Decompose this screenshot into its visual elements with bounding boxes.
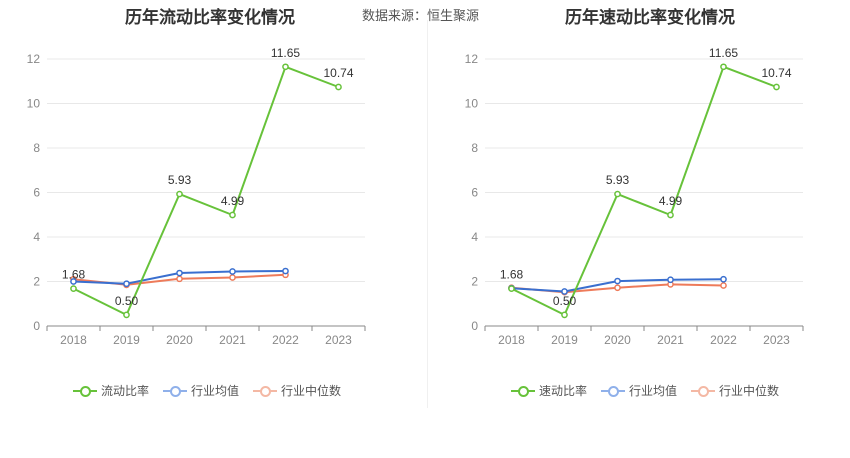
data-point-industry-avg [70,278,77,285]
legend-item-industry-median[interactable]: 行业中位数 [253,382,341,399]
series-line-company [511,65,777,316]
x-tick-label: 2021 [219,333,246,347]
data-point-industry-avg [561,288,568,295]
data-label: 10.74 [761,66,791,80]
data-label: 1.68 [62,268,86,282]
legend-marker-industry-median-right [691,385,716,397]
data-point-company [335,83,342,91]
data-label: 5.93 [168,173,192,187]
data-point-industry-avg [123,280,130,288]
y-tick-label: 12 [465,52,479,66]
data-point-industry-avg [720,275,727,283]
y-tick-label: 10 [465,97,479,111]
legend-label-industry-avg: 行业均值 [191,384,240,398]
data-label: 0.50 [553,294,577,308]
legend-marker-current-ratio [73,385,97,397]
x-tick-label: 2020 [604,333,631,347]
legend-label-industry-median: 行业中位数 [281,384,342,398]
data-point-industry-avg [614,277,621,285]
data-point-industry-median [614,284,621,292]
y-tick-label: 6 [471,186,478,200]
data-label: 10.74 [323,66,353,80]
x-tick-label: 2023 [325,333,352,347]
quick-ratio-chart: 0 2 4 6 8 10 12 2018 2019 2020 2021 2022 2023 1.68 0.5… [465,46,804,347]
y-tick-label: 12 [27,52,41,66]
legend-marker-industry-avg-right [601,385,626,397]
data-label: 4.99 [221,194,245,208]
legend-quick-ratio: 速动比率 行业均值 行业中位数 [511,382,779,399]
y-tick-label: 10 [27,97,41,111]
legend-marker-industry-avg [163,385,188,397]
y-tick-label: 4 [33,230,40,244]
legend-item-industry-avg[interactable]: 行业均值 [163,382,239,399]
data-point-company [720,63,727,71]
data-label: 0.50 [115,294,139,308]
x-tick-label: 2020 [166,333,193,347]
data-point-company [667,211,674,219]
current-ratio-chart: 0 2 4 6 8 10 12 2018 2019 2020 2021 2022 2023 1.68 0.5… [27,46,366,347]
data-point-industry-avg [282,267,289,275]
legend-item-quick-ratio[interactable]: 速动比率 [511,382,587,399]
y-tick-label: 6 [33,186,40,200]
legend-item-industry-median-right[interactable]: 行业中位数 [691,382,779,399]
y-tick-label: 2 [33,275,40,289]
chart-title-current-ratio: 历年流动比率变化情况 [125,8,295,27]
legend-label-industry-median-right: 行业中位数 [719,384,780,398]
data-label: 11.65 [709,46,738,60]
panel-divider [427,20,428,408]
x-tick-label: 2022 [710,333,737,347]
y-tick-label: 0 [33,319,40,333]
series-line-company [73,65,339,316]
data-point-company [561,311,568,319]
data-point-company [282,63,289,71]
legend-current-ratio: 流动比率 行业均值 行业中位数 [73,382,341,399]
legend-label-quick-ratio: 速动比率 [539,384,588,398]
data-point-company [70,285,77,292]
y-tick-label: 8 [33,141,40,155]
data-point-industry-avg [176,269,183,277]
data-point-company [773,83,780,91]
data-point-company [508,285,515,292]
data-point-industry-median [720,282,727,289]
x-tick-label: 2018 [60,333,87,347]
x-tick-label: 2022 [272,333,299,347]
data-source-label: 数据来源：恒生聚源 [362,8,480,23]
x-tick-label: 2018 [498,333,525,347]
data-point-industry-median [229,274,236,281]
legend-marker-industry-median [253,385,278,397]
data-point-company [614,190,621,198]
legend-item-industry-avg-right[interactable]: 行业均值 [601,382,677,399]
y-tick-label: 2 [471,275,478,289]
x-tick-label: 2023 [763,333,790,347]
x-tick-label: 2019 [113,333,140,347]
x-tick-label: 2021 [657,333,684,347]
x-tick-label: 2019 [551,333,578,347]
data-point-company [229,211,236,219]
data-point-industry-avg [667,276,674,284]
legend-marker-quick-ratio [511,385,535,397]
y-tick-label: 4 [471,230,478,244]
chart-title-quick-ratio: 历年速动比率变化情况 [565,8,735,27]
legend-label-current-ratio: 流动比率 [101,384,150,398]
y-tick-label: 8 [471,141,478,155]
data-label: 5.93 [606,173,630,187]
data-label: 4.99 [659,194,683,208]
data-label: 1.68 [500,268,524,282]
data-point-company [123,311,130,319]
legend-label-industry-avg-right: 行业均值 [629,384,678,398]
data-label: 11.65 [271,46,300,60]
legend-item-current-ratio[interactable]: 流动比率 [73,382,149,399]
y-tick-label: 0 [471,319,478,333]
data-point-industry-avg [229,268,236,275]
data-point-industry-median [176,275,183,283]
data-point-company [176,190,183,198]
